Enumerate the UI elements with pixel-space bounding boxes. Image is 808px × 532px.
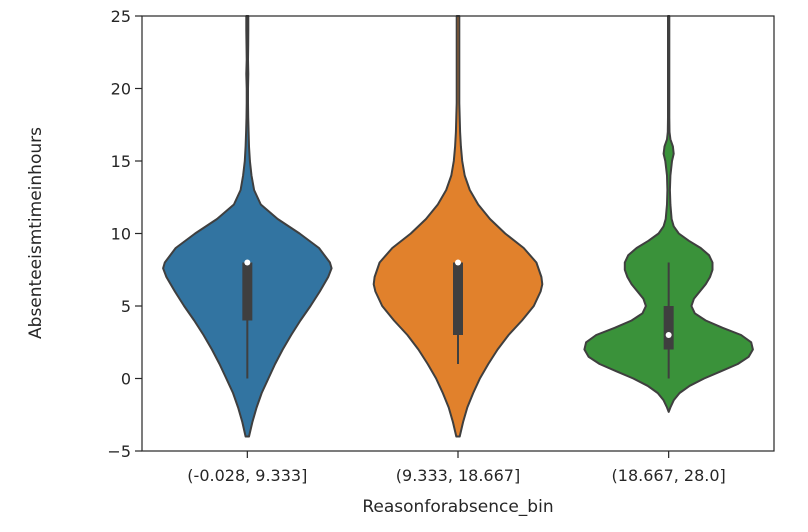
violin-median-marker [244,259,251,266]
x-tick-label: (9.333, 18.667] [396,466,520,485]
violin-median-marker [455,259,461,266]
box-layer [242,259,674,379]
violin-iqr-box [242,262,253,321]
y-tick-label: −5 [107,442,131,461]
y-tick-label: 5 [121,297,131,316]
y-tick-label: 0 [121,370,131,389]
x-tick-label: (18.667, 28.0] [612,466,726,485]
plot-frame [141,15,775,452]
y-tick-label: 20 [111,80,131,99]
violin-median-marker [665,332,672,338]
x-axis-label: Reasonforabsence_bin [362,497,553,517]
y-tick-label: 15 [111,152,131,171]
y-axis-ticks: −5 0 5 10 15 20 25 [107,7,142,461]
x-tick-label: (-0.028, 9.333] [187,466,307,485]
violin-iqr-box [663,306,674,350]
x-axis-ticks: (-0.028, 9.333] (9.333, 18.667] (18.667, 2… [187,451,726,485]
y-axis-label: Absenteeismtimeinhours [26,127,46,339]
violin-iqr-box [453,262,463,335]
y-tick-label: 10 [111,225,131,244]
y-tick-label: 25 [111,7,131,26]
